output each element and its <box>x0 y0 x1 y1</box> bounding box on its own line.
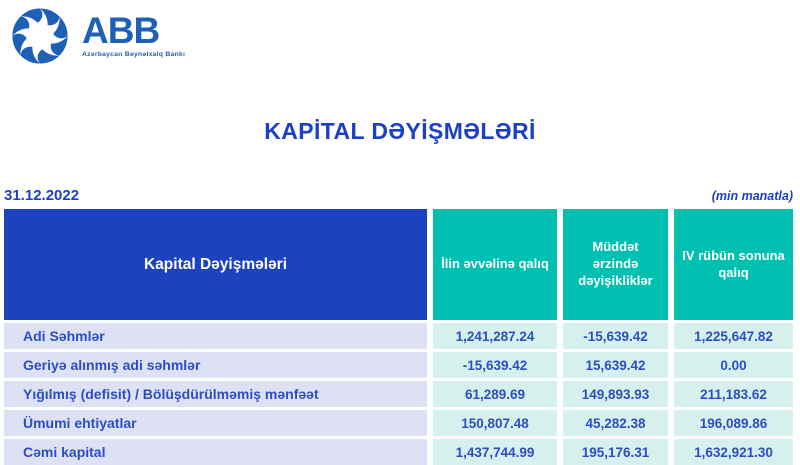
row-change-value: 45,282.38 <box>563 410 668 436</box>
header-cell-period-changes: Müddət ərzində dəyişikliklər <box>563 209 668 320</box>
page-title: KAPİTAL DƏYİŞMƏLƏRİ <box>264 118 536 144</box>
row-opening-value: -15,639.42 <box>433 352 557 378</box>
row-label: Cəmi kapital <box>4 439 427 465</box>
capital-changes-table: Kapital Dəyişmələri İlin əvvəlinə qalıq … <box>4 209 793 465</box>
row-closing-value: 196,089.86 <box>674 410 793 436</box>
bank-full-name: Azərbaycan Beynəlxalq Bankı <box>82 51 186 58</box>
row-label: Ümumi ehtiyatlar <box>4 410 427 436</box>
report-date: 31.12.2022 <box>4 187 80 204</box>
header-cell-label: Kapital Dəyişmələri <box>4 209 427 320</box>
row-opening-value: 1,437,744.99 <box>433 439 557 465</box>
abb-pinwheel-icon <box>12 8 68 64</box>
header-cell-closing-balance: IV rübün sonuna qalıq <box>674 209 793 320</box>
header-cell-opening-balance: İlin əvvəlinə qalıq <box>433 209 557 320</box>
bank-logo-text: ABB Azərbaycan Beynəlxalq Bankı <box>82 12 185 58</box>
bank-logo: ABB Azərbaycan Beynəlxalq Bankı <box>8 4 185 68</box>
row-closing-value: 1,632,921.30 <box>674 439 793 465</box>
row-change-value: 195,176.31 <box>563 439 668 465</box>
row-opening-value: 61,289.69 <box>433 381 557 407</box>
row-change-value: -15,639.42 <box>563 323 668 349</box>
bank-name: ABB <box>82 10 160 51</box>
row-closing-value: 0.00 <box>674 352 793 378</box>
row-opening-value: 1,241,287.24 <box>433 323 557 349</box>
row-closing-value: 1,225,647.82 <box>674 323 793 349</box>
row-change-value: 15,639.42 <box>563 352 668 378</box>
row-label: Geriyə alınmış adi səhmlər <box>4 352 427 378</box>
row-change-value: 149,893.93 <box>563 381 668 407</box>
unit-note: (min manatla) <box>711 189 793 203</box>
row-label: Adi Səhmlər <box>4 323 427 349</box>
row-opening-value: 150,807.48 <box>433 410 557 436</box>
row-label: Yığılmış (defisit) / Bölüşdürülməmiş mən… <box>4 381 427 407</box>
row-closing-value: 211,183.62 <box>674 381 793 407</box>
